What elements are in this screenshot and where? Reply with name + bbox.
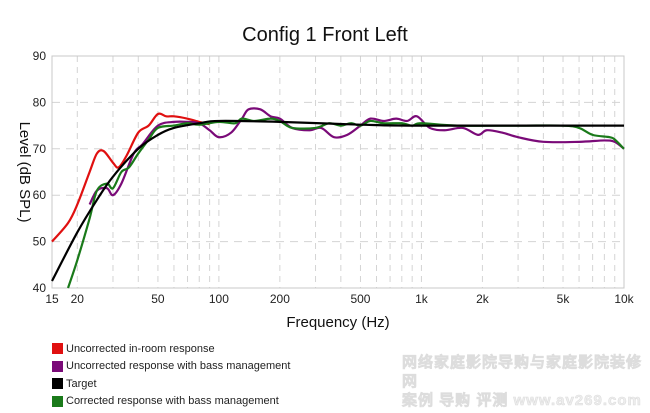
y-tick-label: 70 xyxy=(33,142,47,156)
legend-swatch xyxy=(52,343,63,355)
x-tick-label: 5k xyxy=(557,292,571,306)
watermark-line-2: 案例 导购 评测 www.av269.com xyxy=(402,392,642,410)
y-tick-label: 40 xyxy=(33,281,47,295)
x-tick-label: 500 xyxy=(350,292,370,306)
plot-frame xyxy=(51,55,625,289)
legend-swatch xyxy=(52,360,63,372)
x-tick-label: 100 xyxy=(209,292,229,306)
x-tick-label: 20 xyxy=(71,292,85,306)
legend-label: Target xyxy=(66,377,97,390)
y-tick-label: 50 xyxy=(33,235,47,249)
chart-title: Config 1 Front Left xyxy=(242,24,408,46)
watermark-line-1: 网络家庭影院导购与家庭影院装修网 xyxy=(402,354,643,391)
series-line-target xyxy=(51,119,625,282)
legend-label: Corrected response with bass management xyxy=(66,395,279,408)
legend-item: Target xyxy=(52,375,290,393)
x-axis-label: Frequency (Hz) xyxy=(286,314,389,331)
x-tick-label: 50 xyxy=(151,292,165,306)
legend-swatch xyxy=(52,378,63,390)
watermark: 网络家庭影院导购与家庭影院装修网 案例 导购 评测 www.av269.com xyxy=(402,353,650,410)
x-tick-label: 1k xyxy=(415,292,429,306)
y-tick-label: 80 xyxy=(33,95,47,109)
y-tick-label: 60 xyxy=(33,188,47,202)
legend-item: Corrected response with bass management xyxy=(52,393,290,411)
legend-item: Uncorrected in-room response xyxy=(52,340,290,358)
legend-label: Uncorrected in-room response xyxy=(66,342,215,355)
x-tick-label: 2k xyxy=(476,292,490,306)
x-tick-label: 15 xyxy=(45,292,59,306)
y-tick-label: 90 xyxy=(33,49,47,63)
series-lines xyxy=(51,107,625,289)
tick-labels: 40 50 60 70 80 90 15 20 50 100 200 500 1k 2k 5k 10k xyxy=(33,49,635,306)
legend-swatch xyxy=(52,395,63,407)
grid xyxy=(52,56,624,288)
legend: Uncorrected in-room response Uncorrected … xyxy=(52,340,290,410)
y-axis-label: Level (dB SPL) xyxy=(16,122,33,223)
series-line-corrected-response-with-bass-management xyxy=(66,117,625,289)
legend-label: Uncorrected response with bass managemen… xyxy=(66,360,291,373)
series-line-uncorrected-in-room-response xyxy=(51,112,210,243)
legend-item: Uncorrected response with bass managemen… xyxy=(52,358,290,376)
x-tick-label: 10k xyxy=(614,292,634,306)
x-tick-label: 200 xyxy=(270,292,290,306)
